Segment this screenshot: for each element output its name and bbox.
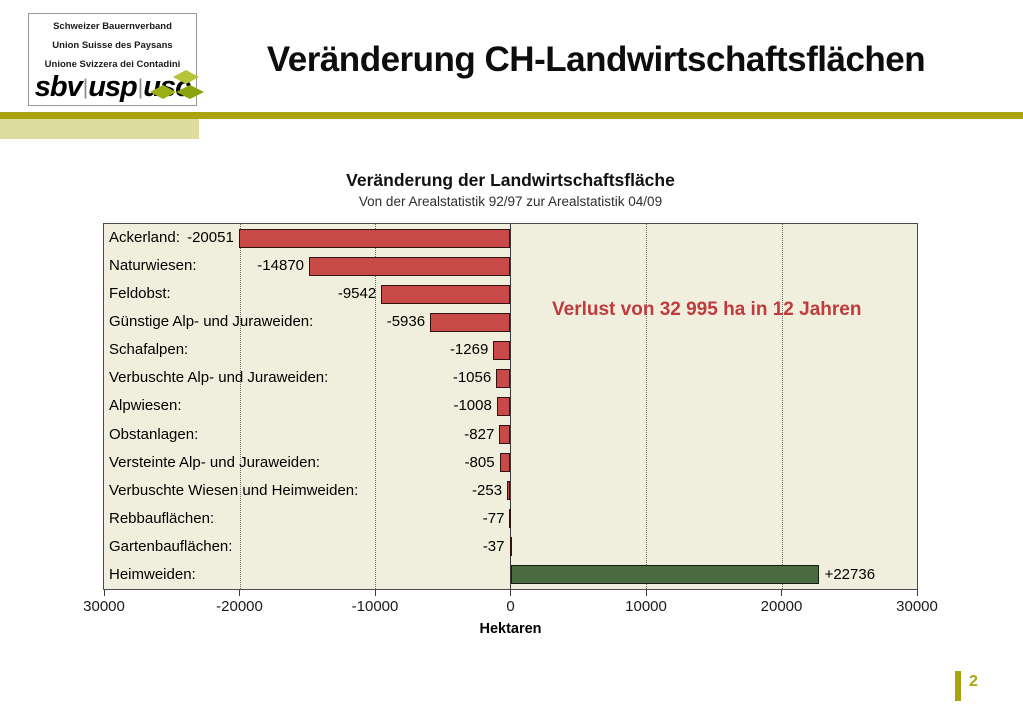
value-label: -827 [464,425,495,443]
axis-tick [239,590,240,596]
category-label: Obstanlagen: [109,425,199,443]
category-label: Günstige Alp- und Juraweiden: [109,313,314,331]
bar [496,397,511,416]
category-label: Heimweiden: [109,565,196,583]
axis-tick-label: 30000 [83,598,125,615]
chart-subtitle: Von der Arealstatistik 92/97 zur Arealst… [358,194,663,209]
logo-wordmark-sbv: sbv [34,71,83,103]
value-label: -5936 [386,313,426,331]
bar [509,509,512,529]
value-label: -14870 [257,257,305,275]
x-axis-title: Hektaren [479,621,542,637]
axis-tick [103,590,105,596]
axis-tick [510,590,511,596]
category-label: Verbuschte Alp- und Juraweiden: [109,369,329,387]
gridline [781,224,783,589]
category-label: Schafalpen: [109,341,189,359]
axis-tick [645,590,647,596]
bar [493,340,511,360]
category-label: Verbuschte Wiesen und Heimweiden: [109,481,359,499]
bar [509,537,512,557]
logo-org-line-3: Unione Svizzera dei Contadini [44,59,181,70]
gridline [646,224,647,589]
bar [507,481,511,501]
axis-tick [916,590,918,596]
category-label: Gartenbauflächen: [109,537,233,555]
category-label: Naturwiesen: [109,257,197,275]
logo-separator: | [82,76,89,99]
value-label: -1269 [449,341,489,359]
logo-org-line-1: Schweizer Bauernverband [53,21,172,32]
axis-tick-label: 20000 [760,598,803,615]
value-label: -77 [482,509,505,527]
bar [499,453,511,473]
value-label: -1056 [452,369,492,387]
bar [238,228,511,248]
gridline [375,224,376,589]
category-label: Ackerland: [109,229,180,246]
page-number-accent-bar [955,671,961,701]
bar [430,312,511,332]
chart-annotation: Verlust von 32 995 ha in 12 Jahren [552,299,862,320]
value-label: +22736 [824,565,876,583]
value-label: -253 [472,481,503,499]
category-label: Versteinte Alp- und Juraweiden: [109,453,320,471]
bar [499,425,511,445]
category-label: Feldobst: [109,285,171,303]
axis-tick-label: -10000 [351,598,399,615]
bar [510,565,819,585]
bar [381,284,511,304]
gridline [239,224,241,589]
value-label: -9542 [337,285,377,303]
bar [309,256,511,276]
zero-axis-line [510,224,511,589]
value-label: -20051 [187,229,234,246]
slide-title: Veränderung CH-Landwirtschaftsflächen [266,40,926,79]
logo-org-line-2: Union Suisse des Paysans [52,40,173,51]
axis-tick-label: -20000 [216,598,263,615]
logo-wordmark: sbv|usp|usc [29,72,196,103]
bar-chart-plot: Ackerland: -20051 Naturwiesen: -14870 Feldob… [103,223,918,590]
organization-logo: Schweizer Bauernverband Union Suisse des… [28,13,197,106]
category-label: Rebbauflächen: [109,509,215,527]
category-label: Alpwiesen: [109,397,182,415]
axis-tick-label: 10000 [625,598,667,615]
page-number: 2 [969,673,978,690]
logo-wordmark-usp: usp [88,71,138,103]
bar [496,368,511,388]
logo-separator: | [137,76,144,99]
header-accent-band [0,112,1023,119]
logo-diamonds-icon [150,70,204,99]
axis-tick-label: 30000 [896,598,938,615]
value-label: -805 [464,453,495,471]
axis-tick [781,590,782,596]
axis-tick-label: 0 [506,598,515,615]
value-label: -1008 [453,397,492,415]
value-label: -37 [482,537,505,555]
axis-tick [374,590,376,596]
header-accent-band-light [0,119,199,139]
chart-title: Veränderung der Landwirtschaftsfläche [346,170,675,190]
